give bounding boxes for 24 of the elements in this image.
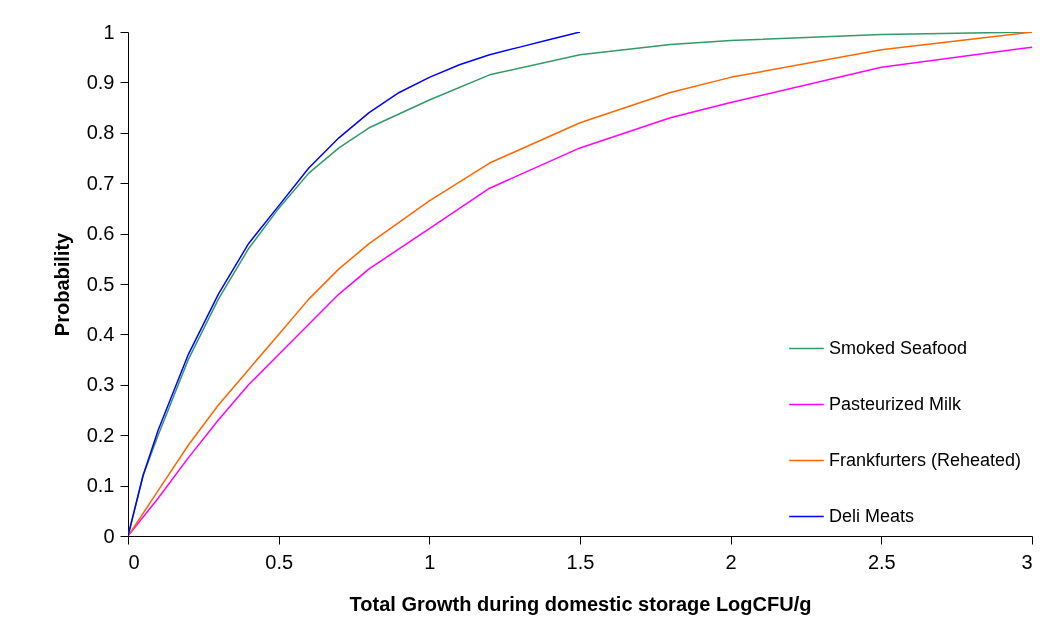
- legend-label: Smoked Seafood: [829, 337, 968, 358]
- x-tick-label: 3: [1021, 550, 1033, 573]
- y-axis-title: Probability: [50, 231, 73, 337]
- legend-label: Deli Meats: [829, 505, 915, 526]
- x-tick-label: 2: [725, 550, 737, 573]
- y-tick-label: 0.4: [86, 322, 115, 345]
- y-tick-label: 0.9: [86, 70, 115, 93]
- x-tick-label: 0.5: [265, 550, 294, 573]
- y-tick-label: 0.1: [86, 474, 115, 497]
- x-tick-label: 0: [128, 550, 140, 573]
- y-tick-label: 0.2: [86, 423, 115, 446]
- y-tick-label: 0: [103, 524, 115, 547]
- y-tick-label: 0.8: [86, 121, 115, 144]
- x-axis-title: Total Growth during domestic storage LogCFU/g: [349, 592, 812, 615]
- x-tick-label: 1.5: [566, 550, 595, 573]
- y-tick-label: 0.3: [86, 373, 115, 396]
- x-tick-label: 2.5: [867, 550, 896, 573]
- x-tick-label: 1: [424, 550, 436, 573]
- y-tick-label: 0.7: [86, 171, 115, 194]
- y-tick-label: 0.6: [86, 222, 115, 245]
- y-tick-label: 1: [103, 20, 115, 43]
- legend-label: Frankfurters (Reheated): [829, 449, 1022, 470]
- legend-label: Pasteurized Milk: [829, 393, 963, 414]
- y-tick-label: 0.5: [86, 272, 115, 295]
